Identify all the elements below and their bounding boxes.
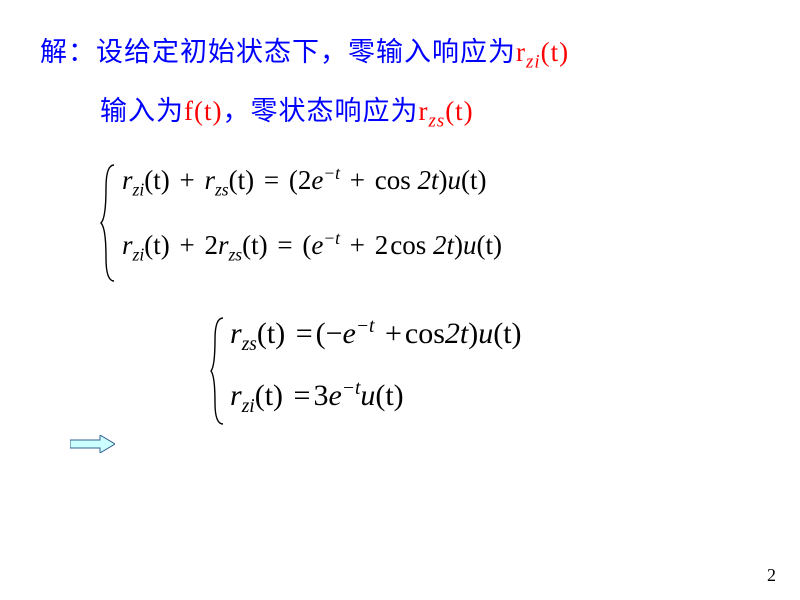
equals-op: = xyxy=(293,317,316,350)
coef-2: 2 xyxy=(204,230,218,260)
ft-symbol: f(t) xyxy=(184,96,222,126)
e: e xyxy=(343,317,356,350)
neg-op: − xyxy=(326,317,343,350)
arrow-right-icon xyxy=(70,435,115,453)
r: r xyxy=(122,165,133,195)
rzs-symbol: rzs(t) xyxy=(418,96,473,126)
exp-neg-t: −t xyxy=(356,316,375,337)
zi-subscript: zi xyxy=(526,51,541,72)
equals-op: = xyxy=(291,379,314,412)
result-equations: rzs(t) =(−e−t +cos2t)u(t) rzi(t) =3e−tu(… xyxy=(230,316,760,418)
cos: cos xyxy=(375,165,411,195)
u: u xyxy=(478,317,493,350)
arg-t: (t) xyxy=(255,379,283,412)
line1-prefix: 解：设给定初始状态下，零输入响应为 xyxy=(40,37,516,67)
r-letter: r xyxy=(516,37,526,67)
r-letter: r xyxy=(418,96,428,126)
sub-zi: zi xyxy=(133,179,145,199)
cos: cos xyxy=(405,317,445,350)
left-brace-icon xyxy=(210,316,226,426)
arg-2t: 2t xyxy=(426,230,454,260)
page-number: 2 xyxy=(767,565,776,586)
arg-2t: 2t xyxy=(445,317,468,350)
text-line-1: 解：设给定初始状态下，零输入响应为rzi(t) xyxy=(40,30,760,73)
u-arg: (t) xyxy=(477,230,502,260)
arg-t: (t) xyxy=(144,165,169,195)
equals-op: = xyxy=(261,165,282,195)
eq-1: rzi(t) + rzs(t) = (2e−t + cos 2t)u(t) xyxy=(122,163,760,200)
eq-2: rzi(t) + 2rzs(t) = (e−t + 2cos 2t)u(t) xyxy=(122,228,760,265)
line2-b: ，零状态响应为 xyxy=(222,96,418,126)
sub-zs: zs xyxy=(242,334,257,355)
arg-t: (t) xyxy=(144,230,169,260)
slide-page: 解：设给定初始状态下，零输入响应为rzi(t) 输入为f(t)，零状态响应为rz… xyxy=(0,0,800,600)
left-brace-icon xyxy=(100,163,118,283)
sub-zi: zi xyxy=(242,396,255,417)
coef-2: 2 xyxy=(375,230,389,260)
u: u xyxy=(360,379,375,412)
close-paren: ) xyxy=(468,317,478,350)
exp-neg-t: −t xyxy=(342,378,361,399)
close-paren: ) xyxy=(454,230,463,260)
u-arg: (t) xyxy=(493,317,521,350)
sub-zs: zs xyxy=(215,179,229,199)
r: r xyxy=(122,230,133,260)
exp-neg-t: −t xyxy=(323,228,340,248)
e: e xyxy=(328,379,341,412)
coef-3: 3 xyxy=(313,379,328,412)
equation-result: rzs(t) =(−e−t +cos2t)u(t) rzi(t) =3e−tu(… xyxy=(210,316,760,418)
e: e xyxy=(311,230,323,260)
plus-op: + xyxy=(176,230,197,260)
coef-2: 2 xyxy=(298,165,312,195)
sub-zi: zi xyxy=(133,245,145,265)
sub-zs: zs xyxy=(228,245,242,265)
r: r xyxy=(230,379,242,412)
exp-neg-t: −t xyxy=(323,163,340,183)
equation-system-1: rzi(t) + rzs(t) = (2e−t + cos 2t)u(t) rz… xyxy=(100,163,760,266)
line2-a: 输入为 xyxy=(100,96,184,126)
e: e xyxy=(311,165,323,195)
r: r xyxy=(218,230,229,260)
rzi-symbol: rzi(t) xyxy=(516,37,569,67)
open-paren: ( xyxy=(289,165,298,195)
u: u xyxy=(448,165,462,195)
result-eq-2: rzi(t) =3e−tu(t) xyxy=(230,378,760,418)
u: u xyxy=(463,230,477,260)
arg-t: (t) xyxy=(229,165,254,195)
zs-subscript: zs xyxy=(428,111,445,132)
result-eq-1: rzs(t) =(−e−t +cos2t)u(t) xyxy=(230,316,760,356)
arg-2t: 2t xyxy=(411,165,439,195)
plus-op: + xyxy=(347,230,368,260)
r: r xyxy=(230,317,242,350)
t-arg: (t) xyxy=(541,37,569,67)
plus-op: + xyxy=(382,317,405,350)
plus-op: + xyxy=(176,165,197,195)
arg-t: (t) xyxy=(242,230,267,260)
r: r xyxy=(204,165,215,195)
equals-op: = xyxy=(274,230,295,260)
close-paren: ) xyxy=(439,165,448,195)
plus-op: + xyxy=(347,165,368,195)
text-line-2: 输入为f(t)，零状态响应为rzs(t) xyxy=(100,89,760,132)
cos: cos xyxy=(388,230,426,260)
system1-equations: rzi(t) + rzs(t) = (2e−t + cos 2t)u(t) rz… xyxy=(122,163,760,266)
u-arg: (t) xyxy=(375,379,403,412)
open-paren: ( xyxy=(316,317,326,350)
u-arg: (t) xyxy=(461,165,486,195)
open-paren: ( xyxy=(302,230,311,260)
arg-t: (t) xyxy=(257,317,285,350)
t-arg: (t) xyxy=(445,96,473,126)
